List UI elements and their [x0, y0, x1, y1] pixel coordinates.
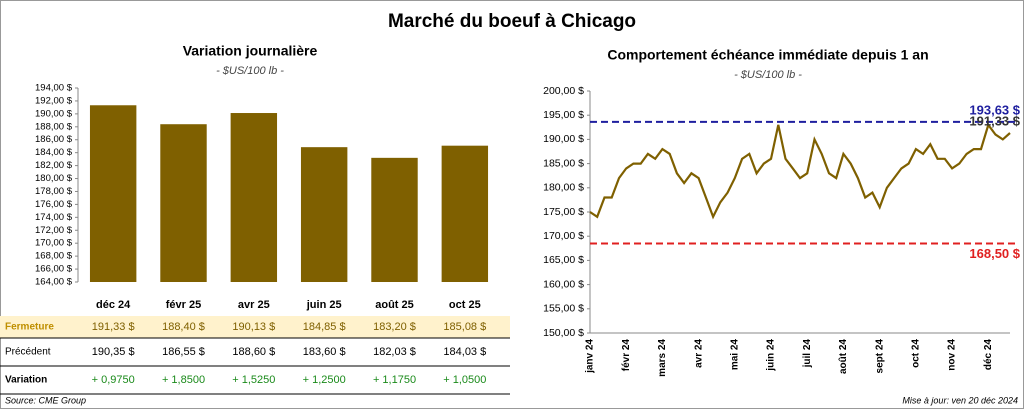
reference-label: 168,50 $	[969, 246, 1020, 261]
cell: 184,85 $	[303, 321, 346, 333]
bar	[160, 124, 207, 282]
row-label: Variation	[5, 375, 47, 386]
y-tick-label: 185,00 $	[543, 157, 584, 169]
y-tick-label: 200,00 $	[543, 85, 584, 97]
y-tick-label: 150,00 $	[543, 327, 584, 339]
x-tick-label: déc 24	[983, 339, 994, 371]
cell: + 1,5250	[232, 374, 275, 386]
y-tick-label: 166,00 $	[35, 264, 73, 275]
x-tick-label: déc 24	[96, 299, 131, 311]
x-tick-label: oct 25	[449, 299, 481, 311]
x-tick-label: juin 25	[306, 299, 342, 311]
y-tick-label: 190,00 $	[35, 108, 73, 119]
cell: 191,33 $	[92, 321, 135, 333]
bar	[300, 147, 348, 282]
cell: 183,20 $	[373, 321, 416, 333]
y-tick-label: 180,00 $	[35, 173, 73, 184]
cell: 186,55 $	[162, 346, 205, 358]
reference-label: 191,33 $	[969, 113, 1020, 128]
y-tick-label: 176,00 $	[35, 199, 73, 210]
x-tick-label: avr 24	[693, 339, 704, 368]
x-tick-label: août 25	[375, 299, 414, 311]
updated: Mise à jour: ven 20 déc 2024	[902, 395, 1018, 405]
x-tick-label: août 24	[838, 339, 849, 374]
y-tick-label: 170,00 $	[543, 230, 584, 242]
x-tick-label: nov 24	[947, 339, 958, 371]
bar	[230, 113, 278, 282]
row-label: Fermeture	[5, 322, 54, 333]
y-tick-label: 192,00 $	[35, 95, 73, 106]
x-tick-label: sept 24	[874, 339, 885, 374]
x-tick-label: févr 24	[621, 339, 632, 372]
bar-title: Variation journalière	[183, 43, 318, 59]
price-line	[589, 122, 1011, 220]
reference-label: 193,63 $	[969, 102, 1020, 117]
bar	[371, 157, 418, 282]
cell: 188,40 $	[162, 321, 205, 333]
y-tick-label: 168,00 $	[35, 251, 73, 262]
y-tick-label: 194,00 $	[35, 83, 73, 94]
y-tick-label: 170,00 $	[35, 238, 73, 249]
row-highlight	[0, 316, 510, 338]
y-tick-label: 195,00 $	[543, 109, 584, 121]
cell: 185,08 $	[443, 321, 486, 333]
cell: 184,03 $	[443, 346, 486, 358]
y-tick-label: 182,00 $	[35, 160, 73, 171]
x-tick-label: avr 25	[238, 299, 270, 311]
y-tick-label: 178,00 $	[35, 186, 73, 197]
y-tick-label: 165,00 $	[543, 254, 584, 266]
y-tick-label: 188,00 $	[35, 121, 73, 132]
line-subtitle: - $US/100 lb -	[734, 69, 802, 81]
line-title: Comportement échéance immédiate depuis 1…	[607, 47, 928, 63]
cell: + 1,0500	[443, 374, 486, 386]
cell: 190,13 $	[232, 321, 275, 333]
y-tick-label: 164,00 $	[35, 277, 73, 288]
x-tick-label: mars 24	[657, 339, 668, 377]
y-tick-label: 180,00 $	[543, 182, 584, 194]
cell: 183,60 $	[303, 346, 346, 358]
y-tick-label: 172,00 $	[35, 225, 73, 236]
x-tick-label: oct 24	[911, 339, 922, 368]
cell: + 0,9750	[92, 374, 135, 386]
x-tick-label: févr 25	[166, 299, 201, 311]
cell: + 1,8500	[162, 374, 205, 386]
y-tick-label: 174,00 $	[35, 212, 73, 223]
cell: 190,35 $	[92, 346, 135, 358]
y-tick-label: 160,00 $	[543, 278, 584, 290]
x-tick-label: juil 24	[802, 339, 813, 369]
bar	[89, 105, 137, 283]
page-title: Marché du boeuf à Chicago	[388, 11, 636, 32]
cell: + 1,1750	[373, 374, 416, 386]
y-tick-label: 155,00 $	[543, 303, 584, 315]
x-tick-label: mai 24	[729, 339, 740, 371]
x-tick-label: juin 24	[766, 339, 777, 372]
cell: + 1,2500	[303, 374, 346, 386]
cell: 182,03 $	[373, 346, 416, 358]
row-label: Précédent	[5, 347, 51, 358]
x-tick-label: janv 24	[585, 339, 596, 374]
y-tick-label: 184,00 $	[35, 147, 73, 158]
source: Source: CME Group	[5, 395, 86, 405]
bar-subtitle: - $US/100 lb -	[216, 65, 284, 77]
bar	[441, 145, 489, 282]
cell: 188,60 $	[232, 346, 275, 358]
y-tick-label: 175,00 $	[543, 206, 584, 218]
y-tick-label: 186,00 $	[35, 134, 73, 145]
y-tick-label: 190,00 $	[543, 133, 584, 145]
